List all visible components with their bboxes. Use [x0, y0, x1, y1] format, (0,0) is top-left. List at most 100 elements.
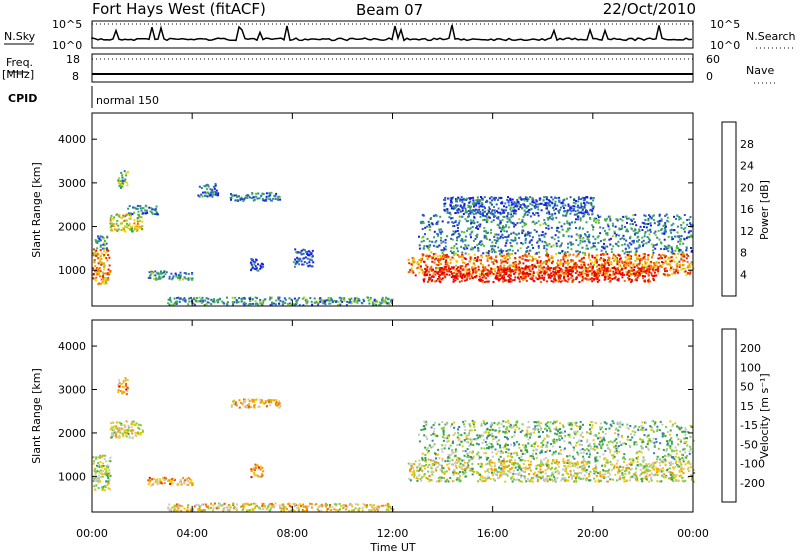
scatter-cell	[268, 192, 270, 194]
scatter-cell	[181, 505, 183, 507]
scatter-cell	[473, 206, 475, 208]
scatter-cell	[543, 277, 545, 279]
scatter-cell	[638, 244, 640, 246]
scatter-cell	[101, 253, 103, 255]
scatter-cell	[588, 466, 590, 468]
scatter-cell	[634, 233, 636, 235]
scatter-cell	[424, 227, 426, 229]
scatter-cell	[535, 266, 537, 268]
scatter-cell	[101, 467, 103, 469]
scatter-cell	[560, 281, 562, 283]
scatter-cell	[515, 205, 517, 207]
scatter-cell	[460, 271, 462, 273]
scatter-cell	[339, 508, 341, 510]
scatter-cell	[665, 267, 667, 269]
scatter-cell	[545, 223, 547, 225]
scatter-cell	[236, 503, 238, 505]
scatter-cell	[444, 256, 446, 258]
scatter-cell	[262, 503, 264, 505]
noise-panel: N.Sky 10^5 10^0 10^5 10^0 N.Search	[4, 18, 796, 52]
scatter-cell	[533, 272, 535, 274]
scatter-cell	[296, 257, 298, 259]
scatter-cell	[294, 506, 296, 508]
scatter-cell	[655, 275, 657, 277]
scatter-cell	[564, 204, 566, 206]
scatter-cell	[570, 196, 572, 198]
scatter-cell	[368, 300, 370, 302]
scatter-cell	[587, 213, 589, 215]
scatter-cell	[488, 206, 490, 208]
scatter-cell	[478, 269, 480, 271]
scatter-cell	[477, 256, 479, 258]
scatter-cell	[273, 303, 275, 305]
scatter-cell	[524, 234, 526, 236]
scatter-cell	[499, 253, 501, 255]
scatter-cell	[661, 218, 663, 220]
scatter-cell	[129, 229, 131, 231]
scatter-cell	[672, 250, 674, 252]
scatter-cell	[623, 238, 625, 240]
scatter-cell	[485, 273, 487, 275]
scatter-cell	[628, 247, 630, 249]
scatter-cell	[642, 245, 644, 247]
scatter-cell	[104, 240, 106, 242]
scatter-cell	[139, 428, 141, 430]
scatter-cell	[513, 470, 515, 472]
scatter-cell	[524, 259, 526, 261]
scatter-cell	[522, 270, 524, 272]
scatter-cell	[181, 484, 183, 486]
scatter-cell	[166, 271, 168, 273]
scatter-cell	[169, 278, 171, 280]
scatter-cell	[613, 260, 615, 262]
scatter-cell	[488, 252, 490, 254]
scatter-cell	[459, 475, 461, 477]
scatter-cell	[125, 174, 127, 176]
scatter-cell	[446, 256, 448, 258]
scatter-cell	[450, 271, 452, 273]
scatter-cell	[458, 236, 460, 238]
scatter-cell	[625, 240, 627, 242]
scatter-cell	[545, 204, 547, 206]
scatter-cell	[507, 259, 509, 261]
scatter-cell	[179, 301, 181, 303]
scatter-cell	[475, 270, 477, 272]
scatter-cell	[630, 223, 632, 225]
scatter-cell	[677, 270, 679, 272]
scatter-cell	[453, 480, 455, 482]
freq-panel-frame	[92, 54, 693, 82]
scatter-cell	[224, 503, 226, 505]
scatter-cell	[686, 246, 688, 248]
scatter-cell	[486, 221, 488, 223]
scatter-cell	[435, 267, 437, 269]
scatter-cell	[525, 276, 527, 278]
scatter-cell	[118, 380, 120, 382]
scatter-cell	[667, 250, 669, 252]
scatter-cell	[681, 227, 683, 229]
scatter-cell	[559, 200, 561, 202]
scatter-cell	[158, 483, 160, 485]
scatter-cell	[573, 202, 575, 204]
scatter-cell	[456, 247, 458, 249]
scatter-cell	[236, 509, 238, 511]
scatter-cell	[607, 268, 609, 270]
scatter-cell	[125, 231, 127, 233]
scatter-cell	[232, 503, 234, 505]
scatter-cell	[619, 271, 621, 273]
scatter-cell	[110, 270, 112, 272]
scatter-cell	[522, 279, 524, 281]
scatter-cell	[538, 471, 540, 473]
scatter-cell	[387, 506, 389, 508]
scatter-cell	[135, 208, 137, 210]
scatter-cell	[583, 257, 585, 259]
scatter-cell	[107, 477, 109, 479]
scatter-cell	[279, 505, 281, 507]
scatter-cell	[551, 280, 553, 282]
scatter-cell	[541, 275, 543, 277]
scatter-cell	[587, 274, 589, 276]
scatter-cell	[652, 249, 654, 251]
scatter-cell	[503, 271, 505, 273]
scatter-cell	[234, 400, 236, 402]
scatter-cell	[541, 262, 543, 264]
scatter-cell	[428, 249, 430, 251]
scatter-cell	[341, 297, 343, 299]
